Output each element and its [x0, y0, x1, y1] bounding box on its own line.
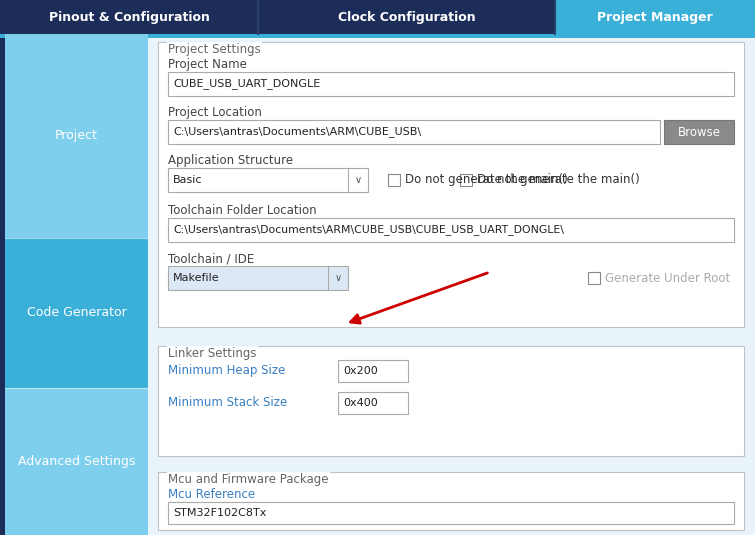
Text: Minimum Heap Size: Minimum Heap Size [168, 364, 285, 377]
Text: ∨: ∨ [334, 273, 341, 283]
Bar [5, 238, 148, 388]
Text: Toolchain / IDE: Toolchain / IDE [168, 252, 254, 265]
Text: Do not generate the main(): Do not generate the main() [405, 173, 568, 187]
Text: CUBE_USB_UART_DONGLE: CUBE_USB_UART_DONGLE [173, 79, 320, 89]
Text: Mcu Reference: Mcu Reference [168, 488, 255, 501]
Bar [338, 392, 408, 414]
Bar [158, 472, 744, 530]
Text: Project: Project [55, 129, 98, 142]
Text: 0x200: 0x200 [343, 366, 378, 376]
Bar [168, 266, 348, 290]
Bar [588, 272, 600, 284]
Text: Toolchain Folder Location: Toolchain Folder Location [168, 204, 316, 217]
Text: Project Manager: Project Manager [597, 11, 713, 24]
Text: Clock Configuration: Clock Configuration [337, 11, 476, 24]
Text: Basic: Basic [173, 175, 202, 185]
Bar [148, 38, 755, 535]
Bar [258, 0, 555, 34]
Text: Advanced Settings: Advanced Settings [18, 455, 135, 468]
Bar [158, 42, 744, 327]
Bar [168, 502, 734, 524]
Bar [0, 34, 755, 38]
Text: Generate Under Root: Generate Under Root [605, 271, 730, 285]
Text: Do not generate the main(): Do not generate the main() [477, 173, 639, 187]
Bar [388, 174, 400, 186]
Bar [168, 218, 734, 242]
Bar [168, 72, 734, 96]
Bar [0, 0, 755, 34]
Bar [158, 346, 744, 456]
Text: Mcu and Firmware Package: Mcu and Firmware Package [168, 473, 328, 486]
Text: Project Location: Project Location [168, 106, 262, 119]
Text: C:\Users\antras\Documents\ARM\CUBE_USB\CUBE_USB_UART_DONGLE\: C:\Users\antras\Documents\ARM\CUBE_USB\C… [173, 225, 564, 235]
Bar [5, 34, 148, 238]
Text: Linker Settings: Linker Settings [168, 347, 257, 360]
Text: Makefile: Makefile [173, 273, 220, 283]
Bar [168, 168, 368, 192]
Text: Pinout & Configuration: Pinout & Configuration [48, 11, 209, 24]
Text: STM32F102C8Tx: STM32F102C8Tx [173, 508, 267, 518]
Text: 0x400: 0x400 [343, 398, 378, 408]
Bar [168, 120, 660, 144]
Bar [5, 388, 148, 535]
Text: C:\Users\antras\Documents\ARM\CUBE_USB\: C:\Users\antras\Documents\ARM\CUBE_USB\ [173, 127, 421, 137]
Bar [664, 120, 734, 144]
Text: Project Settings: Project Settings [168, 43, 260, 56]
Text: Minimum Stack Size: Minimum Stack Size [168, 396, 287, 409]
Text: Code Generator: Code Generator [26, 307, 126, 319]
Bar [0, 0, 258, 34]
Text: Application Structure: Application Structure [168, 154, 293, 167]
Text: ∨: ∨ [354, 175, 362, 185]
Text: Project Name: Project Name [168, 58, 247, 71]
Bar [338, 360, 408, 382]
Bar [0, 38, 5, 535]
Bar [555, 0, 755, 34]
Text: Browse: Browse [677, 126, 720, 139]
Bar [460, 174, 472, 186]
